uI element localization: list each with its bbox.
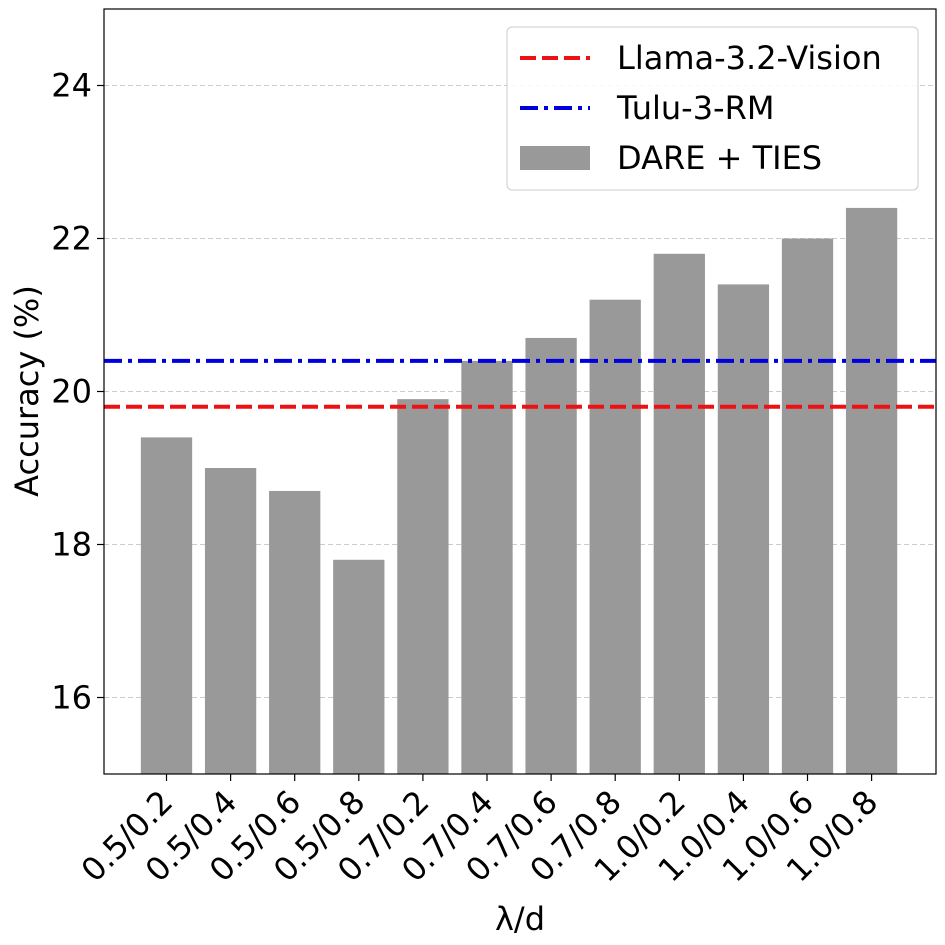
x-axis-title: λ/d	[495, 900, 545, 938]
bar-1.0-0.4	[717, 284, 770, 774]
y-tick-label: 24	[51, 67, 92, 105]
bar-1.0-0.6	[781, 238, 834, 774]
legend-swatch-dare-ties	[520, 146, 590, 170]
bar-0.7-0.6	[525, 337, 577, 774]
x-axis-ticks: 0.5/0.20.5/0.40.5/0.60.5/0.80.7/0.20.7/0…	[74, 774, 885, 889]
bar-1.0-0.8	[845, 207, 898, 774]
legend-label: Llama-3.2-Vision	[617, 39, 882, 77]
bar-0.5-0.4	[204, 468, 257, 774]
y-tick-label: 22	[51, 220, 92, 258]
bar-0.5-0.6	[269, 490, 321, 774]
legend-box	[506, 26, 919, 191]
bars	[140, 207, 898, 775]
y-tick-label: 16	[51, 679, 92, 717]
y-axis-ticks: 16 18 20 22 24	[51, 67, 104, 717]
bar-1.0-0.2	[653, 253, 705, 775]
bar-0.5-0.2	[140, 437, 193, 774]
bar-0.5-0.8	[333, 559, 385, 774]
bar-0.7-0.2	[397, 399, 449, 774]
y-tick-label: 18	[51, 526, 92, 564]
reference-lines	[104, 358, 936, 409]
y-axis-title: Accuracy (%)	[8, 285, 46, 497]
legend: Llama-3.2-Vision Tulu-3-RM DARE + TIES	[506, 26, 919, 191]
bar-0.7-0.4	[461, 360, 513, 774]
bar-0.7-0.8	[589, 299, 641, 774]
y-tick-label: 20	[51, 373, 92, 411]
legend-label: DARE + TIES	[617, 139, 822, 177]
legend-label: Tulu-3-RM	[616, 89, 774, 127]
